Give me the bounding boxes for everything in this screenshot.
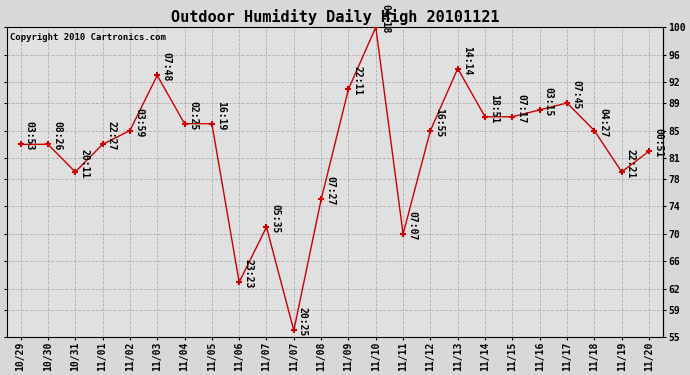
Text: 08:26: 08:26 <box>52 122 62 151</box>
Text: 04:27: 04:27 <box>598 108 609 137</box>
Text: Copyright 2010 Cartronics.com: Copyright 2010 Cartronics.com <box>10 33 166 42</box>
Text: 23:23: 23:23 <box>244 259 253 288</box>
Text: 22:21: 22:21 <box>626 149 636 178</box>
Text: 22:11: 22:11 <box>353 66 363 96</box>
Text: 16:55: 16:55 <box>435 108 444 137</box>
Text: 03:53: 03:53 <box>25 122 34 151</box>
Text: 22:27: 22:27 <box>107 122 117 151</box>
Text: 04:18: 04:18 <box>380 4 390 33</box>
Text: 02:25: 02:25 <box>188 100 199 130</box>
Title: Outdoor Humidity Daily High 20101121: Outdoor Humidity Daily High 20101121 <box>170 9 499 25</box>
Text: 07:45: 07:45 <box>571 80 581 110</box>
Text: 18:51: 18:51 <box>489 94 500 123</box>
Text: 03:59: 03:59 <box>134 108 144 137</box>
Text: 07:27: 07:27 <box>325 177 335 206</box>
Text: 03:15: 03:15 <box>544 87 554 116</box>
Text: 07:07: 07:07 <box>407 211 417 240</box>
Text: 07:48: 07:48 <box>161 53 171 82</box>
Text: 16:19: 16:19 <box>216 100 226 130</box>
Text: 05:35: 05:35 <box>270 204 281 233</box>
Text: 14:14: 14:14 <box>462 45 472 75</box>
Text: 20:25: 20:25 <box>298 308 308 337</box>
Text: 20:11: 20:11 <box>79 149 90 178</box>
Text: 07:17: 07:17 <box>517 94 526 123</box>
Text: 00:51: 00:51 <box>653 128 663 158</box>
